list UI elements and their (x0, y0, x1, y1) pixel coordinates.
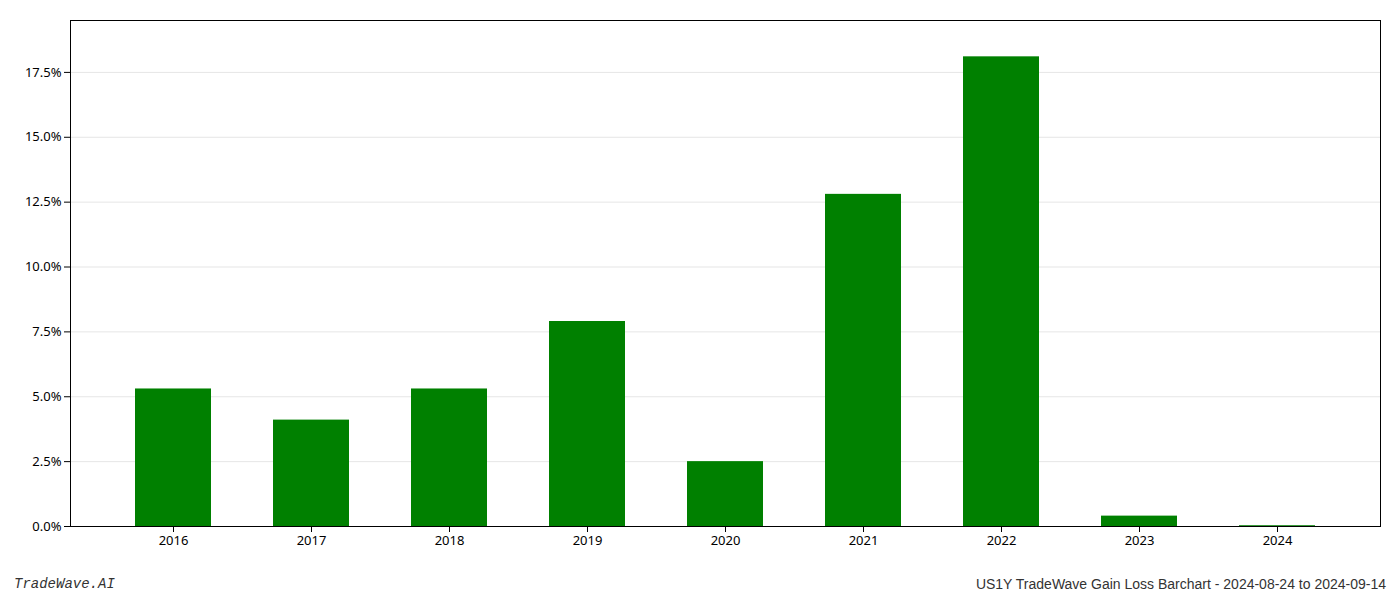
svg-text:2021: 2021 (849, 531, 879, 549)
svg-text:2020: 2020 (711, 531, 741, 549)
svg-text:17.5%: 17.5% (25, 63, 62, 81)
svg-text:2018: 2018 (435, 531, 465, 549)
svg-text:12.5%: 12.5% (25, 192, 62, 210)
svg-text:2023: 2023 (1125, 531, 1155, 549)
svg-text:10.0%: 10.0% (25, 257, 62, 275)
svg-text:2016: 2016 (159, 531, 189, 549)
svg-text:5.0%: 5.0% (32, 387, 61, 405)
svg-text:2022: 2022 (987, 531, 1017, 549)
svg-text:2017: 2017 (297, 531, 327, 549)
svg-text:0.0%: 0.0% (32, 517, 61, 535)
html-text:US1Y TradeWave Gain Loss Barch: US1Y TradeWave Gain Loss Barchart - 2024… (975, 576, 1386, 592)
svg-text:2.5%: 2.5% (32, 452, 61, 470)
svg-text:2019: 2019 (573, 531, 603, 549)
svg-text:7.5%: 7.5% (32, 322, 61, 340)
svg-text:2024: 2024 (1263, 531, 1293, 549)
html-text:TradeWave.AI: TradeWave.AI (14, 576, 115, 592)
svg-text:15.0%: 15.0% (25, 127, 62, 145)
